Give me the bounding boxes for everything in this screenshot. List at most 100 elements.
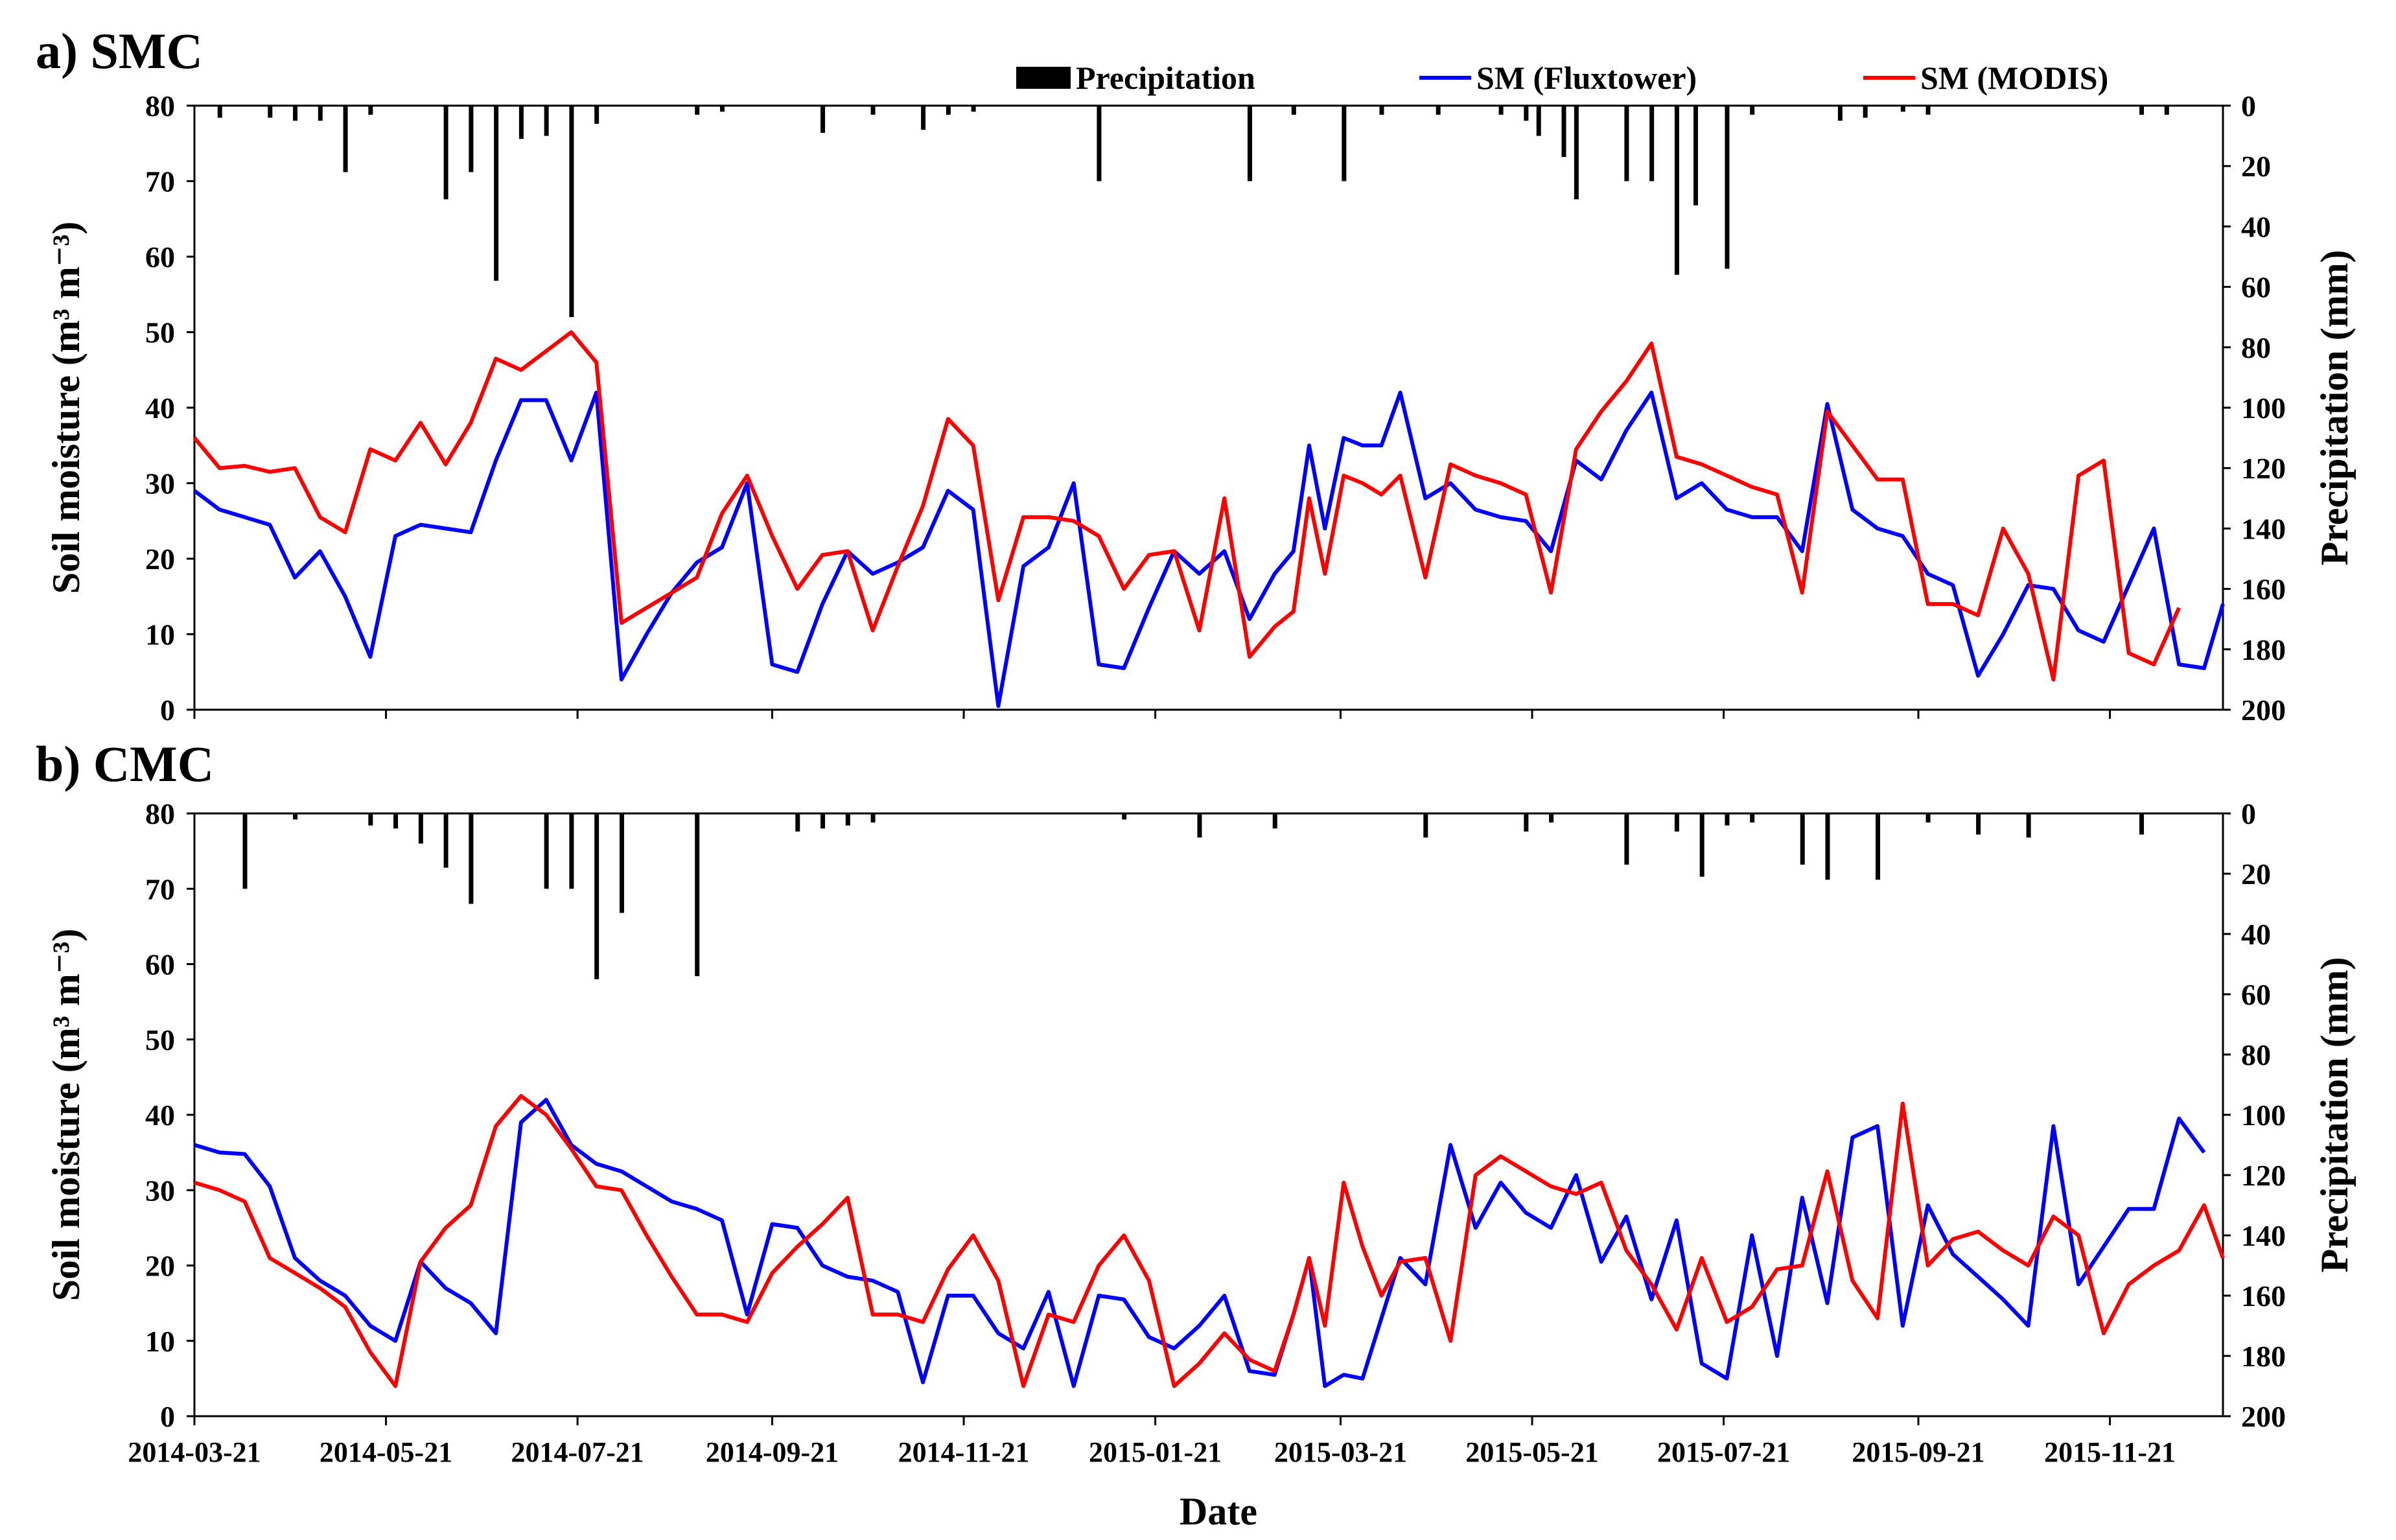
precip-bar xyxy=(469,106,474,172)
panel-a: 0 10 20 30 40 50 60 70 80 0 20 40 60 80 100 120 140 160 18… xyxy=(45,89,2356,727)
left-tick-label: 30 xyxy=(145,1174,175,1207)
precip-bar xyxy=(569,813,574,889)
legend-fluxtower-label: SM (Fluxtower) xyxy=(1476,60,1697,96)
right-tick-label: 80 xyxy=(2241,1038,2271,1071)
right-tick-label: 20 xyxy=(2241,858,2271,891)
precip-bar xyxy=(318,106,323,121)
precip-bar xyxy=(518,106,524,139)
precip-bar xyxy=(719,106,725,112)
precip-bar xyxy=(1197,813,1202,838)
precip-bar xyxy=(1900,106,1905,112)
x-tick-label: 2014-09-21 xyxy=(706,1436,839,1468)
precip-bar xyxy=(1750,106,1755,115)
precip-bar xyxy=(870,813,876,822)
left-tick-label: 60 xyxy=(145,240,175,274)
right-tick-label: 100 xyxy=(2241,1099,2286,1132)
precip-bar xyxy=(1750,813,1755,822)
x-tick-label: 2015-07-21 xyxy=(1657,1436,1790,1468)
left-tick-label: 40 xyxy=(145,1099,175,1132)
precip-bar xyxy=(1925,106,1931,115)
left-tick-label: 10 xyxy=(145,618,175,651)
right-tick-label: 60 xyxy=(2241,271,2271,304)
precip-bar xyxy=(795,813,800,832)
left-axis-label: Soil moisture (m³ m⁻³) xyxy=(45,929,87,1301)
x-tick-label: 2014-11-21 xyxy=(898,1436,1030,1468)
precip-bar xyxy=(1272,813,1277,829)
x-axis-label: Date xyxy=(1180,1490,1257,1533)
precip-bar xyxy=(293,106,298,121)
precip-bar xyxy=(494,106,499,281)
right-tick-label: 100 xyxy=(2241,391,2286,425)
precip-bar xyxy=(1561,106,1566,158)
precip-bar xyxy=(594,106,599,124)
precip-bar xyxy=(293,813,298,820)
right-tick-label: 20 xyxy=(2241,150,2271,183)
precip-bar xyxy=(1725,813,1730,826)
x-tick-label: 2014-07-21 xyxy=(511,1436,644,1468)
right-tick-label: 120 xyxy=(2241,452,2286,485)
right-tick-label: 40 xyxy=(2241,210,2271,243)
left-tick-label: 10 xyxy=(145,1325,175,1358)
right-tick-label: 160 xyxy=(2241,573,2286,606)
left-tick-label: 0 xyxy=(160,1400,175,1433)
panel-a-title: a) SMC xyxy=(36,23,203,79)
left-tick-label: 40 xyxy=(145,391,175,425)
precip-bar xyxy=(2164,106,2169,115)
legend-precip-label: Precipitation xyxy=(1076,60,1255,96)
precip-bar xyxy=(1876,813,1881,880)
precip-bar xyxy=(1549,813,1554,822)
precip-bar xyxy=(443,813,448,868)
left-tick-label: 70 xyxy=(145,165,175,198)
right-axis-label: Precipitation (mm) xyxy=(2313,957,2356,1272)
precip-bar xyxy=(1122,813,1127,820)
left-tick-label: 60 xyxy=(145,948,175,981)
precip-bar xyxy=(971,106,976,112)
precip-bar xyxy=(1524,106,1529,121)
precip-bar xyxy=(268,106,273,118)
precip-bar xyxy=(1498,106,1504,115)
left-tick-label: 70 xyxy=(145,872,175,905)
precip-bar xyxy=(1925,813,1931,822)
precip-bar xyxy=(2139,813,2145,835)
left-tick-label: 50 xyxy=(145,1023,175,1056)
right-tick-label: 40 xyxy=(2241,918,2271,951)
precip-bar xyxy=(343,106,348,172)
precip-bar xyxy=(1863,106,1868,118)
precip-bar xyxy=(1699,813,1704,877)
precip-bar xyxy=(1097,106,1102,181)
precip-bar xyxy=(368,813,373,826)
precip-bar xyxy=(695,106,700,115)
left-tick-label: 30 xyxy=(145,467,175,500)
left-axis-label: Soil moisture (m³ m⁻³) xyxy=(45,222,87,594)
precip-bar xyxy=(1624,106,1629,181)
precip-bar xyxy=(820,106,826,133)
legend-modis-label: SM (MODIS) xyxy=(1920,60,2108,96)
precip-bar xyxy=(695,813,700,977)
precip-bar xyxy=(946,106,951,115)
left-tick-label: 80 xyxy=(145,89,175,122)
right-tick-label: 160 xyxy=(2241,1279,2286,1312)
right-tick-label: 80 xyxy=(2241,331,2271,364)
x-tick-label: 2015-03-21 xyxy=(1274,1436,1407,1468)
precip-bar xyxy=(217,106,222,118)
precip-bar xyxy=(1423,813,1428,838)
x-tick-label: 2015-09-21 xyxy=(1852,1436,1984,1468)
right-tick-label: 120 xyxy=(2241,1159,2286,1192)
precip-bar xyxy=(1247,106,1252,181)
legend-precip-swatch xyxy=(1016,67,1071,89)
fluxtower-series-line xyxy=(194,1097,2206,1388)
precip-bar xyxy=(1574,106,1579,200)
left-tick-label: 20 xyxy=(145,542,175,576)
modis-series-line xyxy=(194,1093,2225,1388)
right-axis-label: Precipitation (mm) xyxy=(2313,250,2356,565)
precip-bar xyxy=(544,106,549,136)
precip-bar xyxy=(1524,813,1529,832)
right-tick-label: 60 xyxy=(2241,978,2271,1011)
x-tick-label: 2014-03-21 xyxy=(128,1436,261,1468)
right-tick-label: 200 xyxy=(2241,1400,2286,1433)
precip-bar xyxy=(2139,106,2145,115)
precip-bar xyxy=(1674,106,1679,275)
precip-bar xyxy=(1837,106,1843,121)
precip-bar xyxy=(1291,106,1296,115)
